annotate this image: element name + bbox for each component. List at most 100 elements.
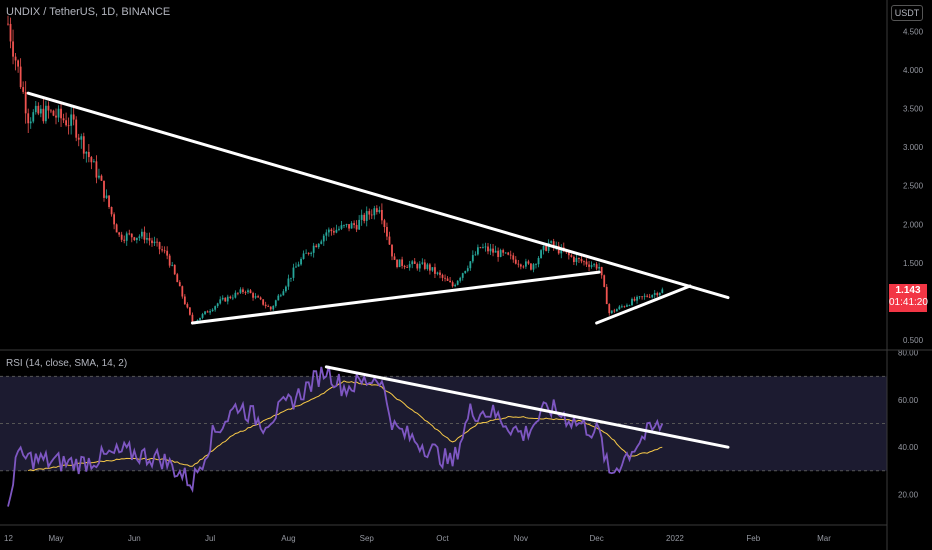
- candle: [504, 252, 507, 254]
- candle: [224, 297, 227, 302]
- candle: [365, 206, 368, 227]
- candle: [98, 168, 100, 180]
- candle: [118, 231, 121, 237]
- candle: [466, 265, 469, 273]
- candle: [52, 109, 55, 117]
- candle-body: [229, 296, 232, 299]
- candle: [7, 15, 9, 26]
- candle: [661, 287, 664, 294]
- price-tick-label: 3.500: [903, 105, 924, 114]
- candle-body: [590, 265, 593, 267]
- candle: [47, 101, 50, 119]
- candle-body: [123, 239, 126, 241]
- candle: [42, 98, 45, 124]
- candle-body: [130, 233, 133, 238]
- candle-body: [290, 277, 292, 279]
- candle-body: [32, 112, 35, 122]
- candle: [550, 240, 553, 244]
- candle: [598, 262, 601, 272]
- candle: [471, 250, 474, 264]
- candle-body: [47, 105, 50, 111]
- time-x-axis[interactable]: 12 May Jun Jul Aug Sep Oct Nov Dec 2022 Feb Mar: [4, 534, 831, 543]
- candle-body: [353, 223, 356, 225]
- candle: [368, 208, 371, 220]
- candle-body: [305, 252, 308, 254]
- candle-body: [105, 195, 108, 198]
- candle: [27, 108, 30, 134]
- candle-body: [92, 161, 95, 163]
- candle-body: [17, 60, 20, 67]
- candle-body: [454, 284, 457, 287]
- candle: [446, 276, 449, 282]
- candle: [494, 245, 497, 253]
- candle-body: [537, 258, 540, 265]
- candle: [327, 227, 330, 237]
- candle: [517, 259, 520, 268]
- candle-body: [39, 108, 42, 114]
- bar-countdown: 01:41:20: [889, 297, 928, 308]
- candle-body: [469, 261, 472, 269]
- candle: [204, 311, 206, 316]
- x-tick-label: Feb: [746, 534, 760, 543]
- candle: [50, 109, 52, 114]
- candle: [287, 274, 290, 290]
- candle-body: [234, 292, 237, 298]
- candle: [9, 17, 12, 49]
- candle: [552, 238, 555, 251]
- candle: [476, 244, 479, 256]
- candle: [135, 237, 138, 244]
- candle: [231, 294, 234, 301]
- price-tick-label: 2.500: [903, 182, 924, 191]
- candle-body: [178, 282, 181, 287]
- candle-body: [125, 233, 128, 241]
- currency-badge[interactable]: USDT: [891, 5, 923, 21]
- candle: [514, 256, 517, 265]
- candle: [426, 262, 429, 271]
- rsi-indicator-title[interactable]: RSI (14, close, SMA, 14, 2): [6, 358, 128, 369]
- candle-body: [188, 307, 191, 315]
- candle-body: [224, 297, 227, 302]
- candle-body: [449, 280, 452, 283]
- candle-body: [34, 105, 37, 113]
- candle: [519, 263, 522, 270]
- candle-body: [138, 236, 141, 238]
- candle: [19, 58, 22, 89]
- candle-body: [216, 303, 219, 307]
- candle: [439, 270, 441, 279]
- x-tick-label: 2022: [666, 534, 684, 543]
- candle: [618, 305, 621, 310]
- candle-body: [489, 248, 492, 252]
- candle-body: [479, 247, 482, 249]
- candle: [277, 293, 280, 301]
- candle-body: [363, 214, 366, 221]
- candle: [67, 117, 70, 135]
- candle: [658, 292, 661, 297]
- candle-body: [519, 264, 522, 267]
- candle-body: [471, 255, 474, 262]
- candle: [302, 250, 305, 260]
- candle-body: [474, 254, 477, 256]
- candle: [269, 306, 272, 311]
- candle-body: [108, 195, 110, 208]
- candle-body: [340, 225, 343, 229]
- candle: [423, 259, 426, 271]
- rsi-tick-label: 20.00: [898, 490, 919, 499]
- candle-body: [274, 300, 277, 306]
- candle: [593, 263, 596, 268]
- candle-body: [85, 151, 88, 154]
- candle: [62, 113, 65, 123]
- candle: [603, 274, 606, 288]
- candle-body: [643, 295, 646, 297]
- candle: [201, 312, 204, 320]
- candle: [497, 247, 500, 262]
- candle: [14, 52, 17, 71]
- candle: [312, 242, 315, 258]
- candle: [211, 308, 214, 312]
- candle: [656, 291, 659, 298]
- candle-body: [206, 311, 209, 313]
- candle-body: [257, 296, 260, 298]
- candle: [345, 223, 348, 228]
- candle: [148, 232, 151, 246]
